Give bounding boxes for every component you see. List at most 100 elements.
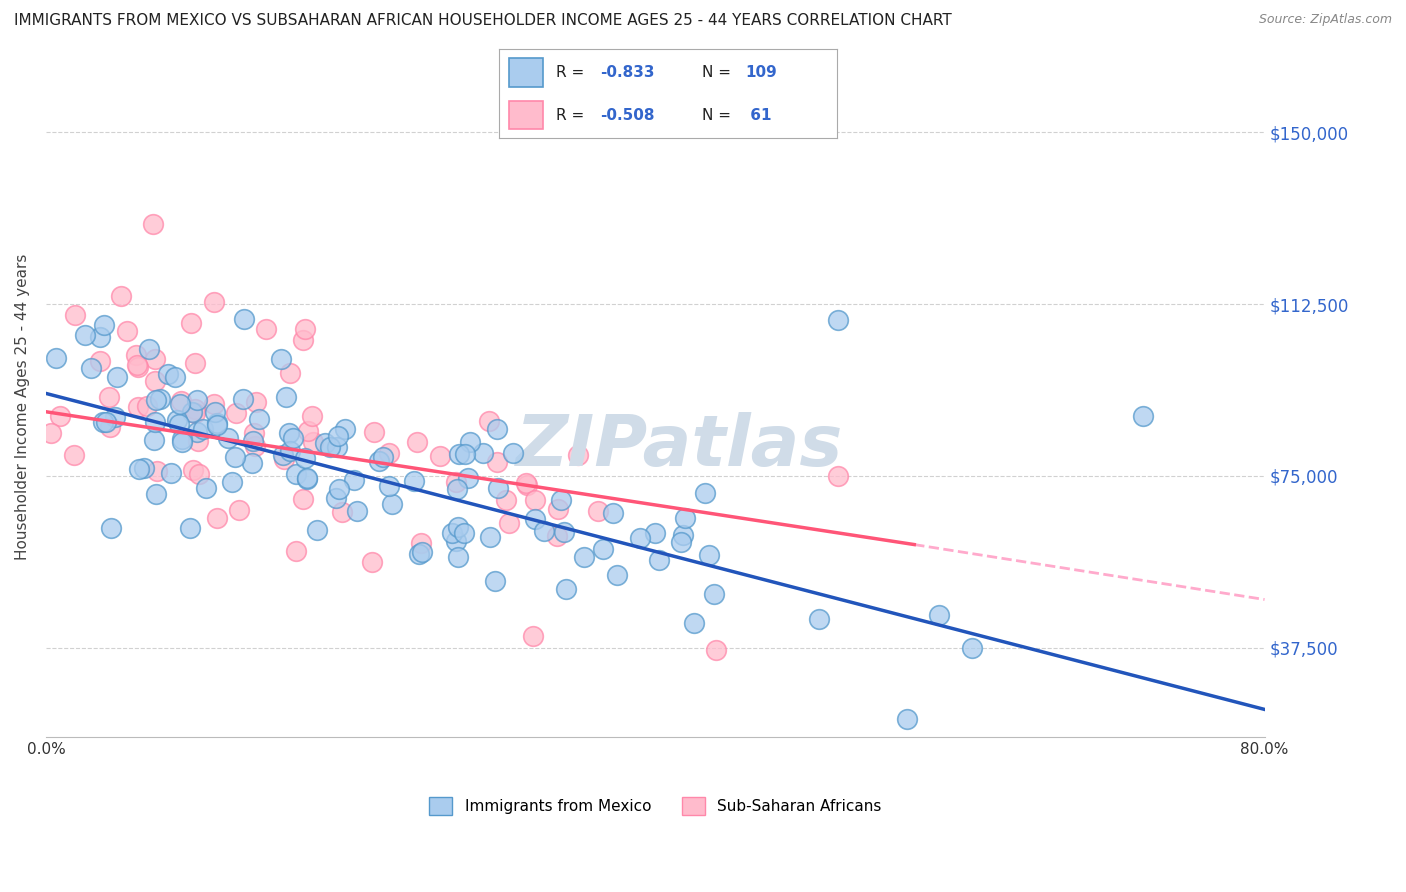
Point <box>683 615 706 630</box>
Point <box>326 440 349 454</box>
Point <box>449 447 471 461</box>
Point <box>472 446 495 460</box>
Point <box>697 548 720 562</box>
Point <box>444 475 467 490</box>
Point <box>127 400 149 414</box>
Point <box>429 449 451 463</box>
Point <box>169 397 191 411</box>
Point <box>143 415 166 429</box>
Point <box>205 511 228 525</box>
Point <box>245 395 267 409</box>
Point <box>205 416 228 430</box>
Point <box>478 415 501 429</box>
Point <box>104 410 127 425</box>
Point <box>498 516 520 531</box>
Point <box>346 503 368 517</box>
Point <box>314 435 336 450</box>
Point <box>672 528 695 542</box>
Point <box>284 544 307 558</box>
Point <box>202 294 225 309</box>
Point <box>204 405 226 419</box>
Point <box>181 463 204 477</box>
Point <box>284 467 307 481</box>
Point <box>550 492 572 507</box>
Point <box>305 523 328 537</box>
Point <box>91 415 114 429</box>
Point <box>295 472 318 486</box>
Point <box>368 454 391 468</box>
Point <box>606 568 628 582</box>
Legend: Immigrants from Mexico, Sub-Saharan Africans: Immigrants from Mexico, Sub-Saharan Afri… <box>423 790 887 822</box>
Point <box>183 401 205 416</box>
Point <box>170 394 193 409</box>
Point <box>807 612 830 626</box>
Point <box>301 409 323 423</box>
Point <box>193 422 215 436</box>
Text: N =: N = <box>702 108 735 122</box>
Point <box>644 526 666 541</box>
Point <box>127 360 149 375</box>
Point <box>186 392 208 407</box>
Text: -0.508: -0.508 <box>600 108 655 122</box>
Point <box>409 536 432 550</box>
Point <box>247 412 270 426</box>
Point <box>110 288 132 302</box>
Point <box>405 434 427 449</box>
Point <box>184 356 207 370</box>
Point <box>225 406 247 420</box>
Point <box>170 432 193 446</box>
Point <box>523 492 546 507</box>
Point <box>592 541 614 556</box>
Point <box>89 353 111 368</box>
Point <box>827 468 849 483</box>
Point <box>45 351 67 366</box>
Point <box>411 545 433 559</box>
Point <box>169 417 191 431</box>
Point <box>276 390 298 404</box>
Point <box>553 524 575 539</box>
Point <box>523 512 546 526</box>
Point <box>65 308 87 322</box>
Point <box>294 321 316 335</box>
Point <box>446 482 468 496</box>
Point <box>960 641 983 656</box>
Point <box>1132 409 1154 424</box>
Point <box>80 361 103 376</box>
Point <box>145 486 167 500</box>
Point <box>586 504 609 518</box>
Point <box>163 369 186 384</box>
Point <box>145 352 167 367</box>
Point <box>484 574 506 588</box>
Point <box>381 497 404 511</box>
Point <box>63 448 86 462</box>
Point <box>693 486 716 500</box>
Point <box>301 435 323 450</box>
Point <box>277 426 299 441</box>
Y-axis label: Householder Income Ages 25 - 44 years: Householder Income Ages 25 - 44 years <box>15 254 30 560</box>
Point <box>145 393 167 408</box>
Point <box>896 712 918 726</box>
Point <box>256 322 278 336</box>
Point <box>335 422 357 436</box>
Point <box>166 412 188 426</box>
Point <box>547 502 569 516</box>
Point <box>128 462 150 476</box>
Point <box>270 352 292 367</box>
Text: ZIPatlas: ZIPatlas <box>516 412 844 482</box>
Point <box>928 608 950 623</box>
Text: 109: 109 <box>745 65 778 79</box>
Point <box>217 431 239 445</box>
Point <box>146 464 169 478</box>
Point <box>648 553 671 567</box>
Point <box>271 448 294 462</box>
Point <box>278 444 301 458</box>
Point <box>115 324 138 338</box>
Point <box>134 460 156 475</box>
Point <box>93 318 115 332</box>
Point <box>180 405 202 419</box>
Point <box>157 367 180 381</box>
Point <box>325 491 347 505</box>
Point <box>243 426 266 441</box>
Bar <box>509 101 543 129</box>
Point <box>149 392 172 406</box>
